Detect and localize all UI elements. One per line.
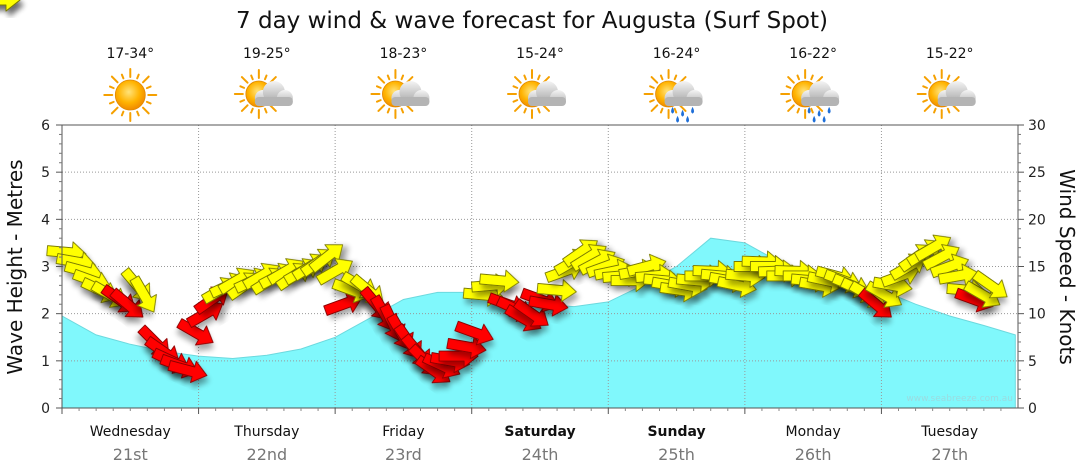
left-axis-label: Wave Height - Metres <box>3 159 27 374</box>
wind-arrows <box>0 0 1008 384</box>
day-date-label: 25th <box>658 445 695 464</box>
day-labels: Wednesday 21st Thursday 22nd Friday 23rd Satur… <box>61 408 1002 464</box>
left-axis-tick-label: 6 <box>41 118 50 134</box>
right-axis-tick-label: 25 <box>1028 165 1046 181</box>
wind-arrow <box>0 0 21 12</box>
left-axis-tick-label: 0 <box>41 401 50 417</box>
wind-arrow <box>129 275 157 313</box>
right-axis-tick-label: 15 <box>1028 260 1046 276</box>
day-temperature-range: 19-25° <box>243 46 291 62</box>
day-name-label: Saturday <box>504 424 575 440</box>
watermark: www.seabreeze.com.au <box>906 394 1013 404</box>
wind-arrow <box>479 269 520 293</box>
partly-cloudy-icon <box>233 69 293 119</box>
wind-arrow <box>528 293 569 317</box>
chart-title: 7 day wind & wave forecast for Augusta (… <box>236 8 828 34</box>
day-temperature-range: 16-22° <box>789 46 837 62</box>
day-date-label: 27th <box>931 445 968 464</box>
left-axis-tick-label: 4 <box>41 212 50 228</box>
left-axis-tick-label: 5 <box>41 165 50 181</box>
wind-arrow <box>857 287 892 318</box>
left-axis-tick-label: 1 <box>41 354 50 370</box>
right-axis: 0 5 10 15 20 25 30 <box>1018 118 1046 417</box>
partly-cloudy-icon <box>507 69 566 119</box>
day-temperature-range: 17-34° <box>106 46 154 62</box>
wind-arrow <box>323 291 363 316</box>
right-axis-tick-label: 20 <box>1028 212 1046 228</box>
day-temperature-range: 15-24° <box>516 46 564 62</box>
day-name-label: Tuesday <box>920 424 978 440</box>
wind-arrow <box>109 287 144 318</box>
partly-cloudy-icon <box>916 69 976 119</box>
right-axis-tick-label: 30 <box>1028 118 1046 134</box>
left-axis-tick-label: 2 <box>41 307 50 323</box>
plot-area: www.seabreeze.com.au <box>0 0 1019 409</box>
wind-arrow <box>971 269 1008 299</box>
day-name-label: Thursday <box>233 424 299 440</box>
wind-arrow <box>315 258 353 286</box>
day-name-label: Sunday <box>647 424 705 440</box>
day-date-label: 21st <box>113 445 148 464</box>
wind-arrow <box>963 280 1001 308</box>
day-temperature-range: 15-22° <box>926 46 974 62</box>
wind-arrow <box>536 279 577 303</box>
wind-arrow <box>308 244 344 274</box>
sunny-icon <box>103 68 158 122</box>
day-date-label: 26th <box>795 445 832 464</box>
day-temperature-range: 18-23° <box>380 46 428 62</box>
day-name-label: Friday <box>382 424 424 440</box>
rain-shower-icon <box>780 69 840 123</box>
day-date-label: 23rd <box>385 445 422 464</box>
day-name-label: Wednesday <box>90 424 171 440</box>
wind-arrow <box>512 298 549 327</box>
wind-arrow <box>937 263 979 287</box>
wind-arrow <box>176 318 214 346</box>
wind-arrow <box>167 360 208 383</box>
wind-arrow <box>454 320 494 346</box>
partly-cloudy-icon <box>370 69 430 119</box>
day-temperature-range: 16-24° <box>653 46 701 62</box>
wind-arrow <box>446 336 487 360</box>
right-axis-tick-label: 10 <box>1028 307 1046 323</box>
rain-shower-icon <box>643 69 703 123</box>
day-date-label: 24th <box>522 445 559 464</box>
right-axis-label: Wind Speed - Knots <box>1055 169 1079 365</box>
weather-row: 17-34° 19-25° 18-23° 15-24° 16-24° 16-22° 15-2… <box>103 46 976 123</box>
right-axis-tick-label: 5 <box>1028 354 1037 370</box>
day-date-label: 22nd <box>247 445 288 464</box>
right-axis-tick-label: 0 <box>1028 401 1037 417</box>
left-axis-tick-label: 3 <box>41 260 50 276</box>
left-axis: 0 1 2 3 4 5 6 <box>41 118 63 417</box>
day-name-label: Monday <box>786 424 841 440</box>
